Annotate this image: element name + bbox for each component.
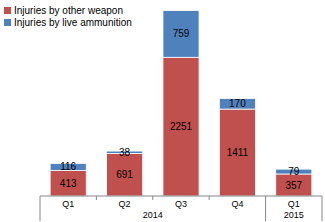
category-label: Q1 xyxy=(62,199,74,209)
data-label: 2251 xyxy=(170,121,193,132)
category-label: Q1 xyxy=(288,199,300,209)
data-label: 38 xyxy=(119,147,131,158)
data-labels: 413 691 2251 1411 357 116 38 759 170 79 xyxy=(60,28,303,190)
legend-label: Injuries by other weapon xyxy=(14,5,123,16)
bar-segment xyxy=(219,99,255,109)
category-tick xyxy=(96,196,97,200)
data-label: 170 xyxy=(229,98,246,109)
data-label: 79 xyxy=(288,166,300,177)
chart-svg: 413 691 2251 1411 357 116 38 759 170 79 Q1 Q2 Q3 Q4 Q1… xyxy=(0,0,325,222)
bar-segment xyxy=(50,171,86,196)
group-separator xyxy=(265,196,266,221)
x-axis xyxy=(40,196,322,197)
bar-segment xyxy=(276,174,312,196)
data-label: 357 xyxy=(285,180,302,191)
bar-segment xyxy=(219,109,255,196)
legend-swatch xyxy=(4,19,11,26)
group-separator xyxy=(322,196,323,221)
data-label: 759 xyxy=(173,28,190,39)
legend: Injuries by other weaponInjuries by live… xyxy=(4,5,132,28)
data-label: 1411 xyxy=(227,147,249,158)
category-label: Q3 xyxy=(175,199,187,209)
category-tick xyxy=(152,196,153,200)
category-label: Q4 xyxy=(231,199,243,209)
data-label: 413 xyxy=(60,178,77,189)
category-tick xyxy=(209,196,210,200)
bars xyxy=(50,11,312,196)
category-label: Q2 xyxy=(119,199,131,209)
bar-segment xyxy=(163,57,199,196)
data-label: 691 xyxy=(116,169,133,180)
group-label: 2014 xyxy=(143,210,163,220)
data-label: 116 xyxy=(60,161,76,172)
bar-segment xyxy=(163,11,199,58)
group-label: 2015 xyxy=(284,210,304,220)
chart-container: 413 691 2251 1411 357 116 38 759 170 79 Q1 Q2 Q3 Q4 Q1… xyxy=(0,0,325,222)
legend-label: Injuries by live ammunition xyxy=(14,17,132,28)
legend-swatch xyxy=(4,7,11,14)
group-separator xyxy=(40,196,41,221)
bar-segment xyxy=(107,153,143,196)
